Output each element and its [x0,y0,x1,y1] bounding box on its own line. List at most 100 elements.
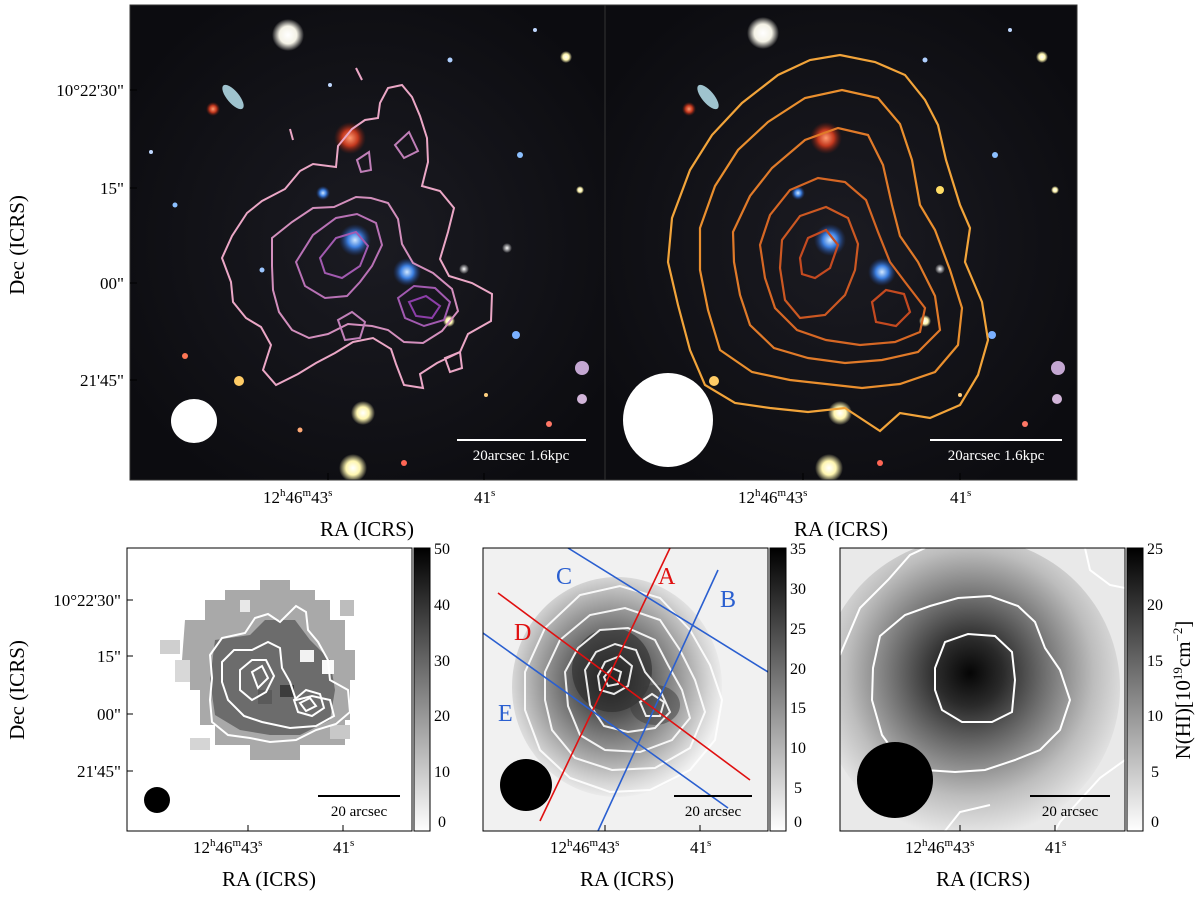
colorbar-3 [1126,547,1144,832]
bright-star [815,454,843,480]
hi-contours-orange [666,53,990,433]
slit-D [497,592,751,781]
ra-tick-label-43-right: 12h46m43s [738,487,807,507]
star [1052,394,1062,404]
star [149,150,153,154]
panel-3-frame [839,547,1126,832]
ra-tick-label-43-b3: 12h46m43s [905,837,974,857]
svg-text:50: 50 [434,541,450,558]
star [1051,361,1065,375]
svg-text:35: 35 [790,541,806,558]
bright-star [747,17,779,49]
svg-text:0: 0 [794,814,802,831]
star [1022,421,1028,427]
slit-E [483,632,729,809]
star [502,243,512,253]
ra-tick-label-41-b1: 41s [333,837,354,857]
ra-tick-label-41: 41s [474,487,495,507]
svg-text:20: 20 [434,708,450,725]
svg-text:30: 30 [790,581,806,598]
svg-text:20: 20 [1147,597,1163,614]
white-contours [524,584,724,794]
star [459,264,469,274]
ra-tick-label-41-b3: 41s [1045,837,1066,857]
red-galaxy [810,122,842,154]
star [172,202,178,208]
svg-text:10°22'30": 10°22'30" [53,591,121,610]
star [328,83,332,87]
star [297,427,303,433]
star [575,361,589,375]
dec-tick-label: 00" [100,274,124,293]
ra-axis-title-left: RA (ICRS) [320,517,414,541]
slit-label-A: A [658,564,676,590]
blue-star-forming-knot [868,258,896,286]
svg-text:21'45": 21'45" [77,762,121,781]
top-axis-ticks [130,89,961,480]
star [936,186,944,194]
top-right-optical-panel: 20arcsec 1.6kpc [605,5,1077,480]
star [533,28,537,32]
edge-on-galaxy [697,84,719,110]
scale-bar-label: 20arcsec 1.6kpc [473,448,570,464]
svg-text:25: 25 [790,621,806,638]
bottom-dec-ticks: 10°22'30" 15" 00" 21'45" [53,591,121,781]
scale-bar-label: 20 arcsec [1042,804,1099,820]
blue-star-forming-knot [814,224,846,256]
svg-text:0: 0 [1151,814,1159,831]
bottom-axis-ticks [127,599,1056,831]
star [546,421,552,427]
bright-star [828,401,852,425]
star [935,264,945,274]
svg-text:15": 15" [97,647,121,666]
star [512,331,520,339]
dec-axis-title: Dec (ICRS) [5,195,29,295]
slit-A [539,548,671,822]
star [1008,28,1012,32]
star [1036,51,1048,63]
svg-text:12h46m43s: 12h46m43s [738,487,807,507]
panel-2-frame [482,547,769,832]
star [517,152,523,158]
svg-text:12h46m43s: 12h46m43s [263,487,332,507]
svg-text:5: 5 [794,780,802,797]
star [877,460,883,466]
svg-text:10: 10 [790,740,806,757]
star [401,460,407,466]
ra-axis-title-b1: RA (ICRS) [222,867,316,891]
ra-tick-label-41-b2: 41s [690,837,711,857]
ra-axis-title-b3: RA (ICRS) [936,867,1030,891]
colorbar-3-ticks: 25 20 15 10 5 0 [1147,541,1163,831]
star [922,57,928,63]
ra-axis-title-b2: RA (ICRS) [580,867,674,891]
svg-text:0: 0 [438,814,446,831]
scale-bar-label: 20 arcsec [685,804,742,820]
svg-text:5: 5 [1151,764,1159,781]
colorbar-1-ticks: 50 40 30 20 10 0 [434,541,450,831]
blue-knot [791,186,805,200]
ra-tick-label-43-b2: 12h46m43s [550,837,619,857]
dec-tick-label: 15" [100,179,124,198]
red-galaxy [682,102,696,116]
star [182,353,188,359]
svg-text:10: 10 [434,764,450,781]
beam-ellipse [857,742,933,818]
blue-star-forming-knot [339,224,371,256]
colorbar-2-ticks: 35 30 25 20 15 10 5 0 [790,541,806,831]
svg-text:15: 15 [1147,653,1163,670]
star [447,57,453,63]
slit-B [597,569,719,831]
slit-label-C: C [556,564,572,590]
star [958,393,962,397]
star [484,393,488,397]
red-galaxy [334,122,366,154]
hi-contours-pink [220,67,494,390]
star [988,331,996,339]
star [259,267,265,273]
bottom-panel-2-slits-map: 20 arcsec [483,548,768,831]
ra-axis-title-right: RA (ICRS) [794,517,888,541]
slit-label-E: E [498,701,513,727]
colorbar-1 [413,547,431,832]
top-left-optical-panel: 20arcsec 1.6kpc [130,5,605,480]
